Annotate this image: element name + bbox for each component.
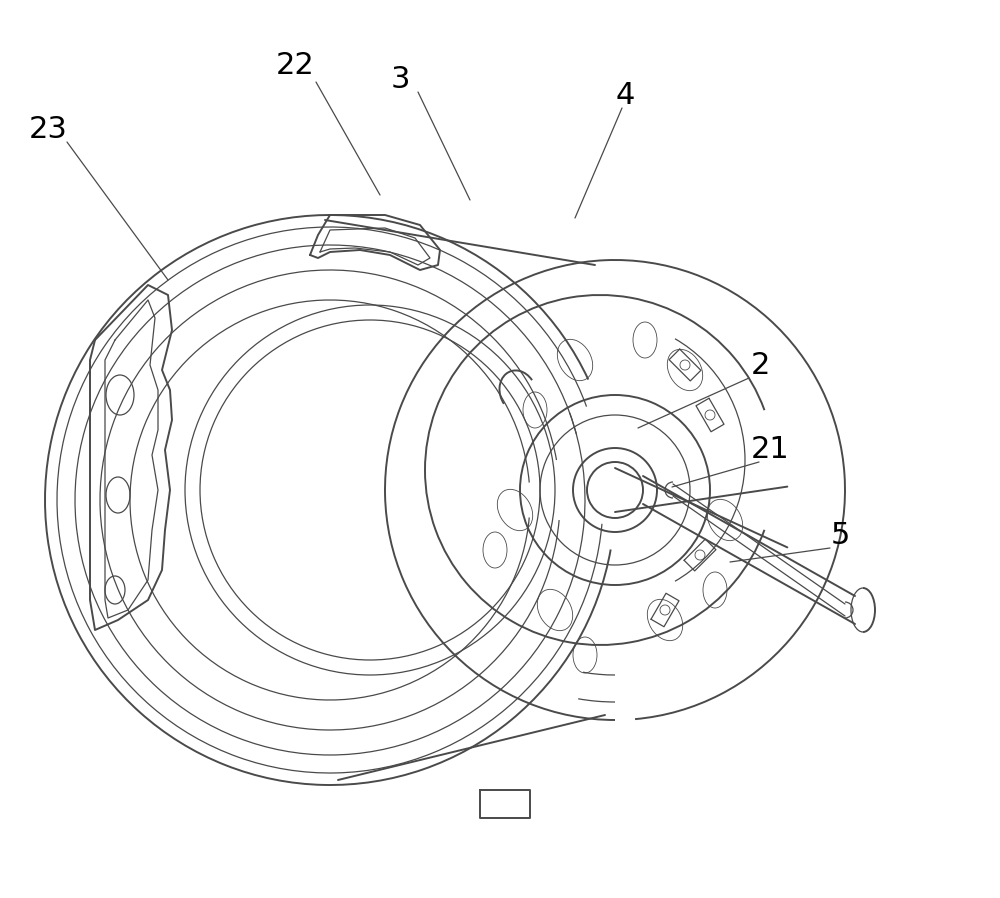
Text: 2: 2 — [750, 350, 770, 380]
Text: 23: 23 — [29, 116, 67, 145]
Text: 3: 3 — [390, 66, 410, 94]
Text: 5: 5 — [830, 521, 850, 550]
Text: 21: 21 — [751, 436, 789, 464]
Text: 22: 22 — [276, 50, 314, 80]
Text: 4: 4 — [615, 81, 635, 110]
